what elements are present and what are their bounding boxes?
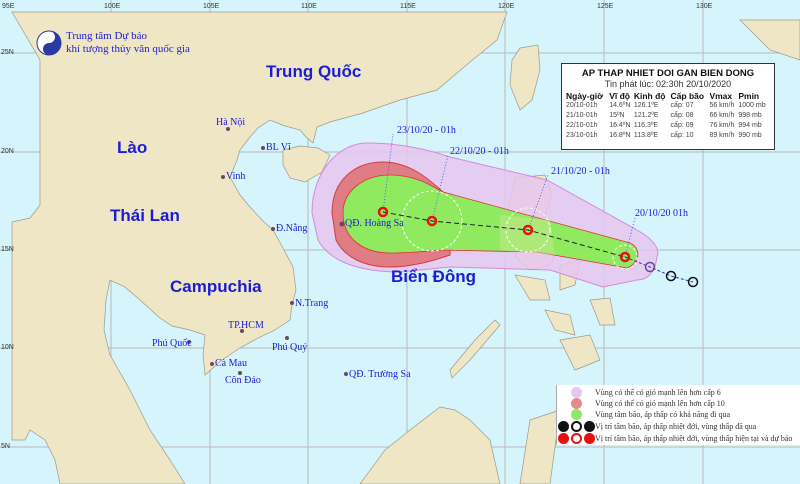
land — [11, 11, 800, 484]
depression-icon — [619, 251, 631, 263]
current-storm-icon — [557, 432, 569, 444]
logo: Trung tâm Dự báo khí tượng thủy văn quốc … — [36, 30, 190, 56]
current-low-icon — [583, 432, 595, 444]
col-vmax: Vmax — [709, 91, 733, 101]
legend-item-zone6: Vùng có thể có gió mạnh lên hơn cấp 6 — [557, 386, 721, 398]
tick-100e: 100E — [104, 3, 121, 10]
city-tp-hcm: TP.HCM — [228, 320, 264, 331]
cone-swatch-icon — [570, 408, 582, 420]
current-depression-icon — [570, 432, 582, 444]
storm-icon — [377, 206, 389, 218]
past-low-3 — [687, 276, 699, 288]
tick-20n: 20N — [1, 148, 14, 155]
past-positions — [644, 261, 699, 288]
tick-5n: 5N — [1, 443, 10, 450]
zone6-swatch-icon — [570, 386, 582, 398]
forecast-table: Ngày-giờ Vĩ độ Kinh độ Cấp bão Vmax Pmin 20/1… — [566, 91, 770, 141]
storm-icon — [426, 215, 438, 227]
col-lat: Vĩ độ — [609, 91, 630, 101]
tick-10n: 10N — [1, 344, 14, 351]
info-issued-time: Tin phát lúc: 02:30h 20/10/2020 — [604, 79, 732, 89]
table-row: 22/10-01h 16.4ºN 116.3ºE cấp: 09 76 km/h 994 … — [566, 122, 762, 129]
city-ha-noi: Hà Nội — [216, 117, 246, 128]
tick-120e: 120E — [498, 3, 515, 10]
city-dots — [187, 127, 348, 376]
tick-105e: 105E — [203, 3, 220, 10]
storm-zones — [311, 142, 659, 288]
city-ca-mau: Cà Mau — [215, 358, 247, 369]
city-con-dao: Côn Đảo — [225, 375, 261, 386]
logo-emblem-icon — [36, 30, 62, 56]
past-low-2 — [665, 270, 677, 282]
tick-25n: 25N — [1, 49, 14, 56]
uncertainty-circles — [401, 190, 638, 270]
track-label-22-10: 22/10/20 - 01h — [450, 146, 509, 157]
storm-icon — [522, 224, 534, 236]
tick-125e: 125E — [597, 3, 614, 10]
label-laos: Lào — [117, 138, 148, 157]
forecast-info-box: AP THAP NHIET DOI GAN BIEN DONG Tin phát… — [561, 63, 775, 150]
logo-line1: Trung tâm Dự báo — [66, 30, 148, 42]
legend-item-cone: Vùng tâm bão, áp thấp có khả năng đi qua — [557, 408, 730, 420]
city-hoang-sa: QĐ. Hoàng Sa — [345, 218, 404, 229]
city-bach-long-vi: BL Vĩ — [266, 142, 291, 153]
past-low-icon — [583, 420, 595, 432]
label-bien-dong: Biển Đông — [391, 267, 476, 286]
col-lon: Kinh độ — [633, 91, 666, 101]
track-label-21-10: 21/10/20 - 01h — [551, 166, 610, 177]
col-datetime: Ngày-giờ — [566, 91, 604, 101]
table-row: 20/10-01h 14.6ºN 126.1ºE cấp: 07 56 km/h 1000… — [566, 102, 766, 109]
tick-110e: 110E — [301, 3, 317, 10]
map-legend: Vùng có thể có gió mạnh lên hơn cấp 6 Vù… — [556, 385, 800, 445]
legend-item-past: Vị trí tâm bão, áp thấp nhiệt đới, vùng … — [557, 420, 756, 432]
legend-item-current: Vị trí tâm bão, áp thấp nhiệt đới, vùng … — [557, 432, 792, 444]
table-header: Ngày-giờ Vĩ độ Kinh độ Cấp bão Vmax Pmin — [566, 91, 770, 101]
forecast-positions — [377, 206, 631, 263]
label-china: Trung Quốc — [266, 62, 362, 81]
track-line — [382, 211, 694, 283]
label-cambodia: Campuchia — [170, 277, 262, 296]
info-title: AP THAP NHIET DOI GAN BIEN DONG — [581, 68, 755, 79]
city-vinh: Vinh — [226, 171, 246, 182]
past-storm-icon — [557, 420, 569, 432]
city-da-nang: Đ.Nẵng — [276, 223, 308, 234]
track-label-20-10: 20/10/20 01h — [635, 208, 689, 219]
past-depression-icon — [570, 420, 582, 432]
tick-95e: 95E — [2, 3, 15, 10]
tick-115e: 115E — [400, 3, 416, 10]
table-row: 23/10-01h 16.8ºN 113.8ºE cấp: 10 89 km/h 990 … — [566, 132, 762, 139]
city-phu-quy: Phú Quý — [272, 342, 308, 353]
city-phu-quoc: Phú Quốc — [152, 338, 192, 349]
zone10-swatch-icon — [570, 397, 582, 409]
city-nha-trang: N.Trang — [295, 298, 329, 309]
table-row: 21/10-01h 15ºN 121.2ºE cấp: 08 66 km/h 998 mb — [566, 112, 762, 119]
forecast-cone — [342, 174, 639, 269]
label-leaders — [382, 133, 636, 258]
col-level: Cấp bão — [670, 91, 705, 101]
past-low-1 — [644, 261, 656, 273]
track-label-23-10: 23/10/20 - 01h — [397, 125, 456, 136]
logo-line2: khí tượng thủy văn quốc gia — [66, 43, 190, 55]
city-truong-sa: QĐ. Trường Sa — [349, 369, 411, 380]
legend-item-zone10: Vùng có thể có gió mạnh lên hơn cấp 10 — [557, 397, 725, 409]
col-pmin: Pmin — [738, 91, 760, 101]
label-thailand: Thái Lan — [110, 206, 180, 225]
tick-130e: 130E — [696, 3, 713, 10]
tick-15n: 15N — [1, 246, 14, 253]
